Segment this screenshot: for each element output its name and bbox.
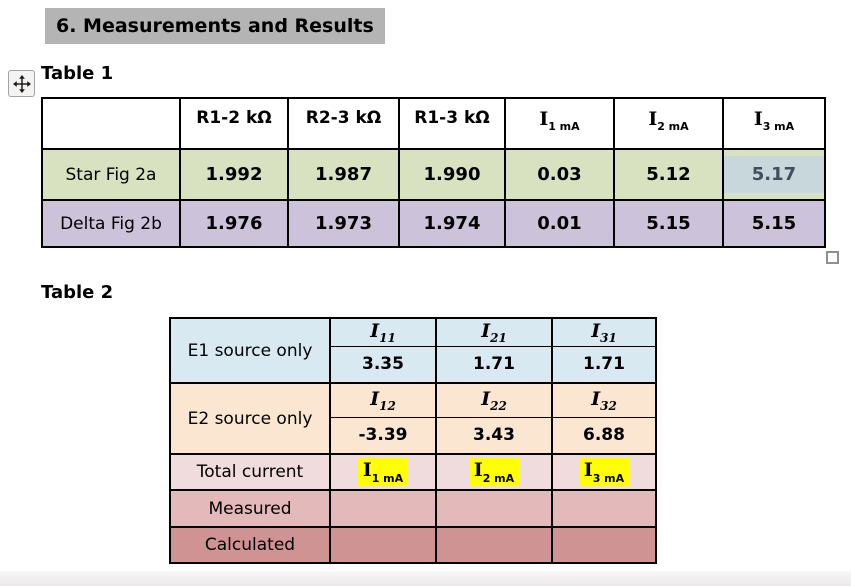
row-label-cell[interactable]: Calculated [169,526,331,564]
empty-value-cell[interactable] [435,489,553,528]
empty-value-cell[interactable] [329,526,437,564]
current-subscript: 2 mA [657,120,689,134]
current-subscript: 1 mA [548,120,580,134]
section-title[interactable]: 6. Measurements and Results [45,8,385,44]
empty-value-cell[interactable] [551,526,657,564]
value-cell[interactable]: 1.992 [179,148,289,201]
row-label-cell[interactable]: Delta Fig 2b [41,199,181,248]
current-symbol: I [370,320,380,343]
value-cell[interactable]: 3.35 [329,345,437,384]
table-row: Measured [169,489,657,528]
page-bottom-edge [0,571,851,586]
table-row: E2 source only I12 I22 I32 [169,382,657,455]
table1-header-cell[interactable]: R1-2 kΩ [179,97,289,150]
value-cell[interactable]: 3.43 [435,416,553,455]
current-header-cell[interactable]: I11 [329,317,437,347]
empty-value-cell[interactable] [329,489,437,528]
value-cell[interactable]: 1.976 [179,199,289,248]
current-header-cell[interactable]: I2 mA [435,453,553,491]
table-row: Calculated [169,526,657,564]
value-cell[interactable]: 1.974 [398,199,506,248]
table-row: -3.39 3.43 6.88 [170,416,657,455]
value-cell[interactable]: 5.15 [613,199,724,248]
value-cell[interactable]: 0.01 [504,199,615,248]
table-row: Star Fig 2a 1.992 1.987 1.990 0.03 5.12 … [41,148,826,201]
current-symbol: I [583,459,593,482]
current-subscript: 21 [490,331,507,346]
current-subscript: 22 [490,399,507,414]
table1-header-cell[interactable]: R1-3 kΩ [398,97,506,150]
current-symbol: I [481,388,491,411]
current-header-cell[interactable]: I1 mA [329,453,437,491]
value-cell[interactable]: 1.990 [398,148,506,201]
table-resize-handle[interactable] [826,251,839,264]
table1-header-cell[interactable]: I2 mA [613,97,724,150]
current-header-cell[interactable]: I3 mA [551,453,657,491]
row-label-cell[interactable]: Total current [169,453,331,491]
value-cell[interactable]: 1.71 [435,345,553,384]
value-cell[interactable]: 1.987 [287,148,400,201]
value-cell-selected[interactable]: 5.17 [722,148,826,201]
current-symbol: I [591,388,601,411]
value-cell[interactable]: 5.12 [613,148,724,201]
current-header-cell[interactable]: I22 [435,382,553,418]
value-cell[interactable]: 5.15 [722,199,826,248]
table-row: E1 source only I11 I21 I31 [169,317,657,384]
current-subscript: 31 [600,331,617,346]
value-cell[interactable]: 1.71 [551,345,657,384]
value-cell[interactable]: 6.88 [551,416,657,455]
table1-header-cell[interactable]: I3 mA [722,97,826,150]
row-label-cell[interactable]: Measured [169,489,331,528]
table1-corner-cell[interactable] [41,97,181,150]
table-row: Delta Fig 2b 1.976 1.973 1.974 0.01 5.15… [41,199,826,248]
current-header-cell[interactable]: I32 [551,382,657,418]
table1-caption[interactable]: Table 1 [41,63,114,84]
current-subscript: 12 [379,399,396,414]
table1-header-cell[interactable]: R2-3 kΩ [287,97,400,150]
value-cell[interactable]: 1.973 [287,199,400,248]
current-symbol: I [370,388,380,411]
current-subscript: 2 mA [482,471,515,485]
table2-caption[interactable]: Table 2 [41,282,114,303]
yellow-highlight: I2 mA [468,458,520,486]
group-label-cell[interactable]: E2 source only [169,382,331,455]
table1: R1-2 kΩ R2-3 kΩ R1-3 kΩ I1 mA I2 mA I3 m… [41,97,826,248]
current-header-cell[interactable]: I31 [551,317,657,347]
current-symbol: I [539,108,549,130]
current-symbol: I [753,108,763,130]
group-label-cell[interactable]: E1 source only [169,317,331,384]
table1-header-cell[interactable]: I1 mA [504,97,615,150]
yellow-highlight: I1 mA [357,458,409,486]
yellow-highlight: I3 mA [578,458,630,486]
table2: E1 source only I11 I21 I31 3.35 1.71 1.7… [169,317,657,564]
current-symbol: I [591,320,601,343]
current-symbol: I [481,320,491,343]
current-header-cell[interactable]: I21 [435,317,553,347]
table-move-handle[interactable] [8,70,35,97]
empty-value-cell[interactable] [551,489,657,528]
text-selection-highlight: 5.17 [725,156,823,193]
current-symbol: I [362,459,372,482]
current-subscript: 3 mA [762,120,795,134]
current-symbol: I [648,108,658,130]
current-symbol: I [473,459,483,482]
current-subscript: 32 [600,399,617,414]
current-subscript: 1 mA [371,471,404,485]
value-cell[interactable]: 0.03 [504,148,615,201]
table1-header-row: R1-2 kΩ R2-3 kΩ R1-3 kΩ I1 mA I2 mA I3 m… [41,97,826,150]
current-header-cell[interactable]: I12 [329,382,437,418]
empty-value-cell[interactable] [435,526,553,564]
current-subscript: 11 [379,331,396,346]
table-row: 3.35 1.71 1.71 [170,345,657,384]
value-cell[interactable]: -3.39 [329,416,437,455]
current-subscript: 3 mA [592,471,625,485]
table-row: Total current I1 mA I2 mA I3 mA [169,453,657,491]
row-label-cell[interactable]: Star Fig 2a [41,148,181,201]
move-icon [12,74,31,93]
